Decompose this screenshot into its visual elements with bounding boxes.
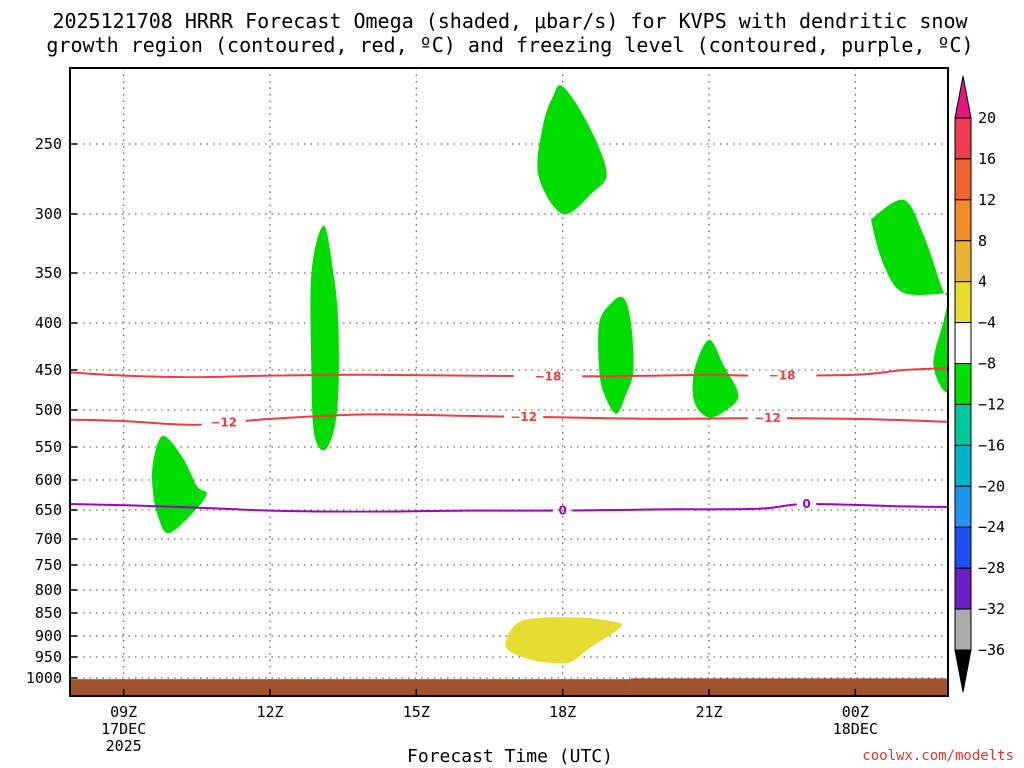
- colorbar-label: −36: [978, 641, 1005, 659]
- omega-shaded-regions: [151, 85, 948, 664]
- y-tick-label: 900: [35, 627, 62, 645]
- x-tick-label: 18DEC: [833, 720, 878, 738]
- colorbar-label: 8: [978, 232, 987, 250]
- y-tick-label: 750: [35, 556, 62, 574]
- colorbar-label: −16: [978, 436, 1005, 454]
- sinking-omega-region-4: [692, 339, 739, 418]
- colorbar-band: [954, 608, 972, 651]
- x-tick-label: 12Z: [256, 703, 283, 721]
- y-tick-label: 550: [35, 438, 62, 456]
- rising-omega-region-7: [505, 617, 623, 664]
- colorbar-band: [954, 117, 972, 160]
- y-tick-label: 850: [35, 604, 62, 622]
- y-tick-label: 500: [35, 401, 62, 419]
- colorbar-band: [954, 199, 972, 242]
- sinking-omega-region-3: [598, 296, 634, 414]
- ground-surface: [70, 678, 948, 696]
- contour-label: −18: [769, 368, 796, 382]
- ground-segment-1: [630, 678, 948, 696]
- contour-label: −18: [535, 369, 562, 383]
- colorbar-band: [954, 240, 972, 283]
- colorbar-top-arrow: [954, 75, 972, 119]
- colorbar-label: −8: [978, 355, 996, 373]
- contour-line-0: [69, 502, 949, 513]
- y-tick-label: 800: [35, 581, 62, 599]
- ground-segment-0: [70, 679, 631, 696]
- contour-line--12: [69, 413, 949, 426]
- x-tick-label: 18Z: [549, 703, 576, 721]
- contour-label: −12: [210, 416, 237, 430]
- y-tick-label: 250: [35, 135, 62, 153]
- chart-title-line-2: growth region (contoured, red, ºC) and f…: [46, 33, 973, 57]
- x-tick-label: 21Z: [695, 703, 722, 721]
- chart-title-line-1: 2025121708 HRRR Forecast Omega (shaded, …: [52, 9, 968, 33]
- y-tick-label: 700: [35, 530, 62, 548]
- y-tick-label: 400: [35, 314, 62, 332]
- plot-area: −18 −18 −12 −12 −12 0 0: [69, 67, 949, 697]
- contour-label: −12: [754, 411, 781, 425]
- colorbar-band: [954, 322, 972, 365]
- colorbar-band: [954, 158, 972, 201]
- credit-text: coolwx.com/modelts: [862, 748, 1014, 764]
- y-tick-label: 650: [35, 501, 62, 519]
- colorbar-band: [954, 444, 972, 487]
- plot-frame: [69, 67, 949, 697]
- sinking-omega-region-2: [151, 435, 207, 534]
- sinking-omega-region-6: [933, 306, 948, 393]
- colorbar-band: [954, 526, 972, 569]
- colorbar-label: 20: [978, 109, 996, 127]
- y-tick-label: 1000: [26, 669, 62, 687]
- y-tick-label: 350: [35, 264, 62, 282]
- colorbar-label: −12: [978, 395, 1005, 413]
- x-axis-label: Forecast Time (UTC): [407, 746, 613, 767]
- colorbar-label: −24: [978, 518, 1005, 536]
- contour-label: −12: [510, 410, 537, 424]
- contour-label: 0: [802, 497, 810, 511]
- temperature-contours: −18 −18 −12 −12 −12 0 0: [69, 367, 949, 518]
- x-tick-label: 09Z: [110, 703, 137, 721]
- contour-label: 0: [558, 504, 566, 518]
- omega-colorbar: 20 16 12 8 4 −4 −8 −12 −16 −20 −24 −28 −32 −36: [954, 75, 1005, 693]
- colorbar-band: [954, 485, 972, 528]
- sinking-omega-region-5: [871, 199, 948, 296]
- x-tick-label: 2025: [106, 737, 142, 755]
- x-tick-label: 00Z: [842, 703, 869, 721]
- x-tick-label: 17DEC: [101, 720, 146, 738]
- colorbar-label: 4: [978, 273, 987, 291]
- x-tick-label: 15Z: [403, 703, 430, 721]
- contour-line--18: [69, 367, 949, 379]
- y-tick-label: 300: [35, 205, 62, 223]
- colorbar-band: [954, 403, 972, 446]
- colorbar-label: −28: [978, 559, 1005, 577]
- colorbar-label: −4: [978, 314, 996, 332]
- y-tick-label: 450: [35, 361, 62, 379]
- colorbar-label: −32: [978, 600, 1005, 618]
- y-tick-label: 600: [35, 471, 62, 489]
- sinking-omega-region-1: [310, 225, 339, 451]
- colorbar-label: 16: [978, 150, 996, 168]
- colorbar-band: [954, 281, 972, 324]
- y-tick-label: 950: [35, 648, 62, 666]
- sinking-omega-region-0: [537, 85, 607, 215]
- y-axis-pressure: 250 300 350 400 450 500 550 600 650 700 750 800 850 9…: [26, 135, 77, 687]
- plot-background: [70, 68, 948, 696]
- colorbar-label: 12: [978, 191, 996, 209]
- colorbar-bottom-arrow: [954, 649, 972, 693]
- colorbar-label: −20: [978, 477, 1005, 495]
- colorbar-band: [954, 363, 972, 405]
- colorbar-band: [954, 567, 972, 610]
